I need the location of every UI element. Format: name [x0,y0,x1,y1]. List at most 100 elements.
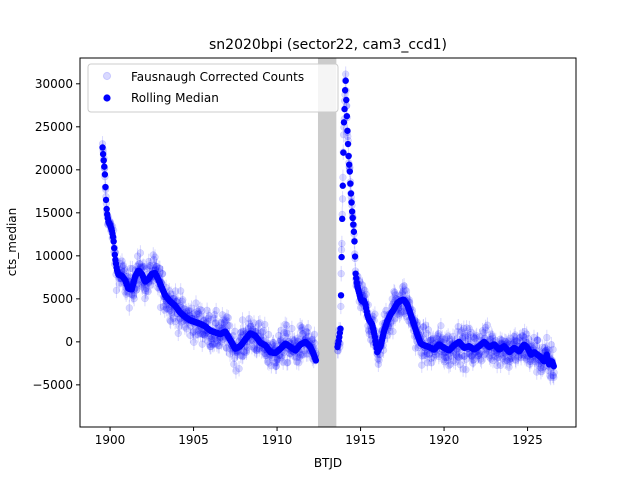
fausnaugh-point [156,303,165,312]
fausnaugh-point [443,334,451,342]
fausnaugh-point [477,357,486,365]
fausnaugh-point [204,337,212,345]
fausnaugh-point [159,302,167,311]
fausnaugh-point [161,306,169,314]
fausnaugh-point [257,347,266,355]
fausnaugh-point [143,264,151,273]
rolling-median-point [347,180,354,187]
fausnaugh-point [199,330,207,338]
fausnaugh-point [200,331,208,339]
fausnaugh-point [427,336,435,344]
fausnaugh-point [467,351,476,360]
fausnaugh-point [281,332,290,340]
fausnaugh-point [230,360,238,368]
fausnaugh-point [196,312,204,321]
fausnaugh-point [213,340,221,348]
fausnaugh-point [304,332,313,341]
fausnaugh-point [207,334,216,343]
fausnaugh-point [283,329,291,338]
fausnaugh-point [500,352,508,361]
fausnaugh-point [494,353,502,362]
fausnaugh-point [471,334,479,343]
fausnaugh-point [458,327,466,335]
fausnaugh-point [245,319,253,327]
fausnaugh-point [254,320,263,328]
fausnaugh-point [277,326,285,334]
fausnaugh-point [267,362,276,370]
fausnaugh-point [133,252,142,260]
fausnaugh-point [425,350,433,359]
fausnaugh-point [475,350,483,358]
fausnaugh-point [444,332,452,340]
fausnaugh-point [339,173,347,181]
fausnaugh-point [459,333,467,341]
fausnaugh-point [182,325,191,333]
fausnaugh-point [192,299,200,307]
fausnaugh-point [230,354,239,362]
fausnaugh-point [178,297,186,305]
fausnaugh-point [136,260,144,268]
fausnaugh-point [142,284,150,292]
fausnaugh-point [196,305,204,314]
fausnaugh-point [193,310,201,318]
fausnaugh-point [237,351,245,360]
fausnaugh-point [302,350,311,358]
fausnaugh-point [296,350,305,359]
fausnaugh-point [273,355,282,364]
rolling-median-point [339,182,346,189]
fausnaugh-point [119,261,128,270]
fausnaugh-point [253,347,261,355]
fausnaugh-point [390,288,398,296]
fausnaugh-point [248,342,256,351]
fausnaugh-point [486,351,494,360]
fausnaugh-point [417,349,426,357]
fausnaugh-point [418,361,426,369]
fausnaugh-point [261,351,270,360]
fausnaugh-point [260,327,268,335]
fausnaugh-point [147,281,155,289]
fausnaugh-point [258,328,266,336]
fausnaugh-point [418,352,426,360]
fausnaugh-point [214,342,222,350]
fausnaugh-point [487,349,496,357]
fausnaugh-point [337,270,345,278]
fausnaugh-point [168,310,176,318]
fausnaugh-point [138,283,147,291]
fausnaugh-point [279,358,287,366]
fausnaugh-point [462,366,470,374]
fausnaugh-point [264,330,273,339]
fausnaugh-point [272,362,280,370]
rolling-median-point [550,363,557,370]
fausnaugh-point [506,355,514,364]
fausnaugh-point [427,359,436,367]
fausnaugh-point [166,316,174,324]
rolling-median-point [343,112,351,120]
fausnaugh-point [238,352,246,361]
fausnaugh-point [461,332,470,340]
fausnaugh-point [398,289,406,297]
rolling-median-point [343,96,350,104]
rolling-median-point [337,325,344,332]
fausnaugh-point [126,264,134,273]
fausnaugh-point [224,321,232,330]
fausnaugh-point [288,335,297,343]
fausnaugh-point [186,331,195,340]
fausnaugh-point [174,316,183,324]
legend-label-rolling-median: Rolling Median [131,91,219,105]
fausnaugh-point [422,329,431,337]
legend: Fausnaugh Corrected Counts Rolling Media… [87,63,339,113]
fausnaugh-point [473,331,481,340]
fausnaugh-point [141,286,150,295]
fausnaugh-point [141,294,149,303]
fausnaugh-point [226,322,234,330]
fausnaugh-point [276,336,285,344]
rolling-median-point [348,199,355,206]
y-tick-label: −5000 [32,378,73,392]
fausnaugh-point [175,322,183,330]
fausnaugh-point [502,356,511,364]
fausnaugh-point [487,355,495,363]
fausnaugh-point [209,341,217,349]
fausnaugh-point [454,323,462,331]
fausnaugh-point [295,353,303,361]
rolling-median-point [347,190,355,197]
